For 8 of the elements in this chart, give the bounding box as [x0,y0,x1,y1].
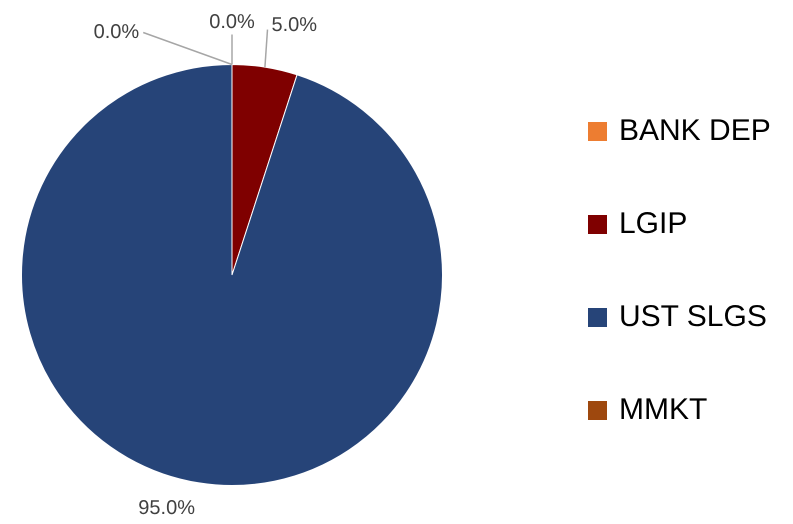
legend-label: BANK DEP [619,114,771,148]
legend-label: UST SLGS [619,300,767,334]
legend-label: MMKT [619,393,708,427]
data-label: 5.0% [272,14,318,36]
text: 0.0% [209,11,255,34]
data-label: 95.0% [138,497,196,520]
text: 0.0% [94,21,140,44]
legend-label: LGIP [619,207,688,241]
